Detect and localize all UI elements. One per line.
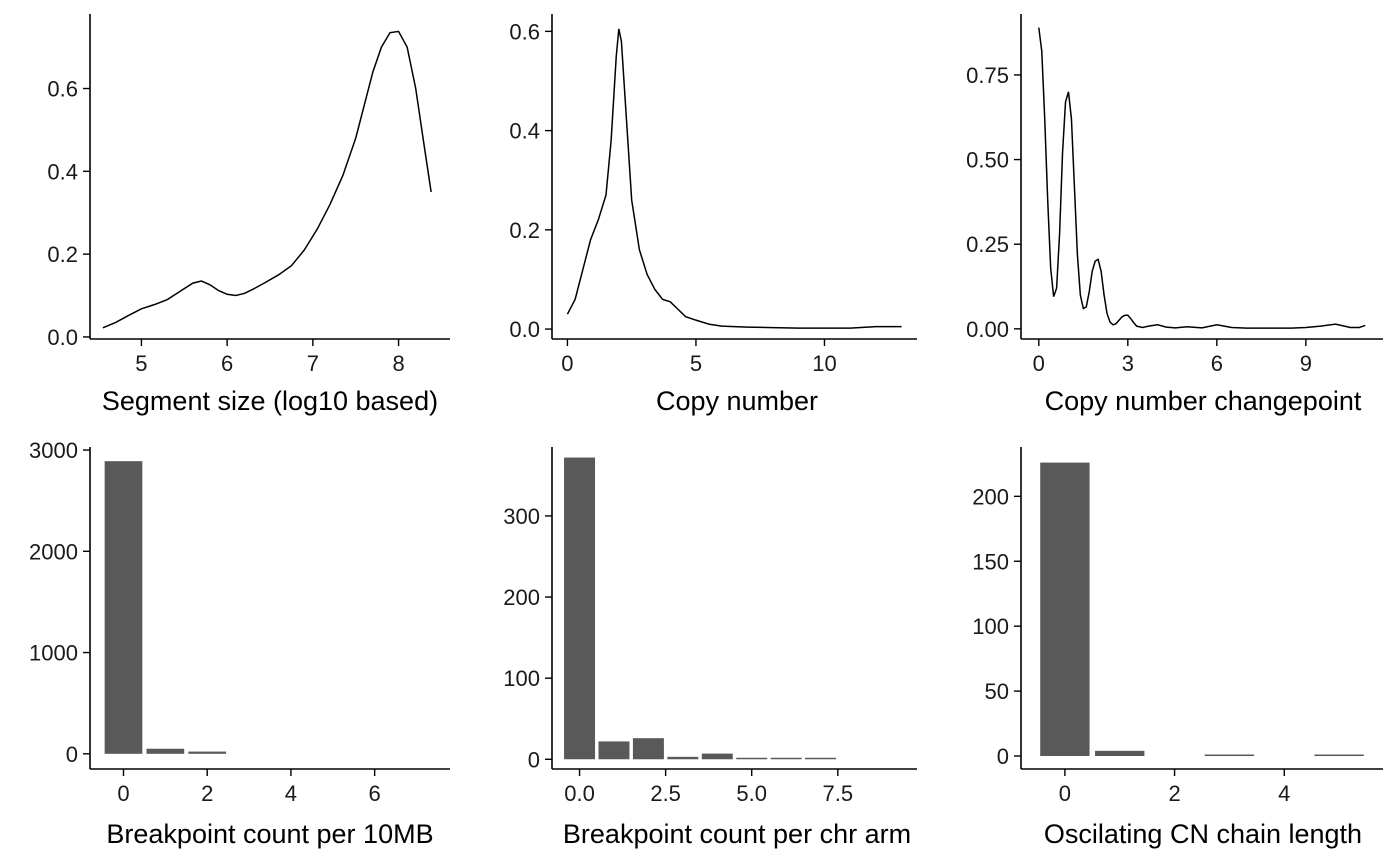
- y-tick-label: 0.6: [47, 77, 78, 102]
- x-axis-title: Breakpoint count per chr arm: [563, 819, 911, 849]
- y-tick-label: 200: [972, 484, 1009, 509]
- y-tick-label: 2000: [29, 539, 78, 564]
- y-tick-label: 200: [503, 585, 540, 610]
- y-tick-label: 0.0: [509, 317, 540, 342]
- x-axis-title: Segment size (log10 based): [102, 386, 438, 416]
- histogram-bar: [805, 757, 837, 760]
- y-tick-label: 0.50: [966, 148, 1009, 173]
- density-curve: [102, 30, 432, 329]
- x-tick-label: 4: [285, 781, 297, 806]
- histogram-bar: [736, 757, 768, 760]
- x-tick-label: 0: [1059, 781, 1071, 806]
- x-tick-label: 7: [307, 351, 319, 376]
- histogram-bar: [770, 757, 802, 760]
- y-tick-label: 0: [66, 742, 78, 767]
- x-tick-label: 6: [221, 351, 233, 376]
- x-tick-label: 0: [1033, 351, 1045, 376]
- x-axis-title: Breakpoint count per 10MB: [106, 819, 433, 849]
- y-tick-label: 3000: [29, 438, 78, 463]
- histogram-bar: [564, 457, 596, 760]
- y-tick-label: 0: [528, 747, 540, 772]
- histogram-bar: [1314, 754, 1364, 757]
- x-tick-label: 6: [369, 781, 381, 806]
- y-tick-label: 0.2: [47, 242, 78, 267]
- y-tick-label: 0.00: [966, 317, 1009, 342]
- histogram-bar: [1040, 462, 1090, 757]
- y-tick-label: 0.75: [966, 63, 1009, 88]
- density-curve: [566, 28, 902, 329]
- x-axis-title: Copy number changepoint: [1045, 386, 1362, 416]
- x-tick-label: 5: [135, 351, 147, 376]
- x-tick-label: 8: [392, 351, 404, 376]
- histogram-bar: [104, 461, 143, 754]
- x-tick-label: 4: [1278, 781, 1290, 806]
- y-tick-label: 0.0: [47, 325, 78, 350]
- x-tick-label: 0: [117, 781, 129, 806]
- x-tick-label: 2: [201, 781, 213, 806]
- y-tick-label: 0.6: [509, 19, 540, 44]
- y-tick-label: 0.25: [966, 232, 1009, 257]
- x-tick-label: 3: [1122, 351, 1134, 376]
- x-tick-label: 5.0: [736, 781, 767, 806]
- histogram-bar: [1204, 754, 1255, 757]
- y-tick-label: 0.4: [47, 159, 78, 184]
- x-axis-title: Oscilating CN chain length: [1044, 819, 1362, 849]
- x-tick-label: 7.5: [823, 781, 854, 806]
- x-tick-label: 0: [561, 351, 573, 376]
- histogram-bar: [701, 753, 733, 760]
- x-tick-label: 5: [690, 351, 702, 376]
- panel-oscillating-cn-chain: 0 50 100 150 200 0 2 4 Oscilating CN chain leng…: [972, 447, 1383, 849]
- panel-breakpoint-chr-arm: 0 100 200 300 0.0 2.5 5.0 7.5 Breakpoint count …: [503, 447, 917, 849]
- x-axis-title: Copy number: [656, 386, 818, 416]
- histogram-bar: [667, 756, 699, 760]
- y-tick-label: 100: [972, 614, 1009, 639]
- histogram-bar: [632, 738, 664, 760]
- x-tick-label: 2.5: [650, 781, 681, 806]
- y-tick-label: 0.2: [509, 218, 540, 243]
- y-tick-label: 50: [985, 679, 1009, 704]
- x-tick-label: 6: [1211, 351, 1223, 376]
- y-tick-label: 100: [503, 666, 540, 691]
- panel-copy-number: 0.0 0.2 0.4 0.6 0 5 10 Copy number: [509, 14, 917, 416]
- x-tick-label: 0.0: [564, 781, 595, 806]
- y-tick-label: 0: [997, 744, 1009, 769]
- panel-segment-size: 0.0 0.2 0.4 0.6 5 6 7 8 Segment size (log10 bas…: [47, 14, 450, 416]
- panel-copy-number-changepoint: 0.00 0.25 0.50 0.75 0 3 6 9 Copy number changep…: [966, 14, 1383, 416]
- histogram-bar: [188, 751, 227, 754]
- density-curve: [1038, 27, 1366, 329]
- y-tick-label: 150: [972, 549, 1009, 574]
- histogram-bar: [146, 748, 185, 754]
- x-tick-label: 2: [1168, 781, 1180, 806]
- y-tick-label: 0.4: [509, 119, 540, 144]
- histogram-bar: [598, 741, 630, 760]
- x-tick-label: 10: [812, 351, 836, 376]
- x-tick-label: 9: [1300, 351, 1312, 376]
- y-tick-label: 300: [503, 504, 540, 529]
- histogram-bar: [1095, 750, 1145, 757]
- y-tick-label: 1000: [29, 641, 78, 666]
- panel-breakpoint-10mb: 0 1000 2000 3000 0 2 4 6 Breakpoint count per 1…: [29, 438, 450, 849]
